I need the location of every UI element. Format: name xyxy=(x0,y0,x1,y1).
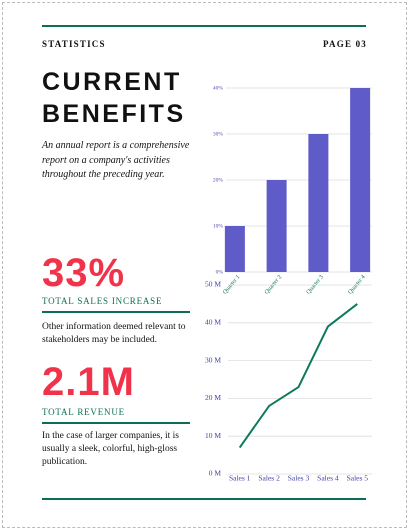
stat-label: TOTAL SALES INCREASE xyxy=(42,296,163,306)
x-tick-label: Sales 1 xyxy=(229,474,251,483)
x-tick-label: Sales 3 xyxy=(288,474,310,483)
stat-text: Other information deemed relevant to sta… xyxy=(42,322,186,345)
stat-value: 33% xyxy=(42,251,126,295)
y-tick-label: 40 M xyxy=(205,318,221,327)
section-label: STATISTICS xyxy=(42,39,106,49)
intro-text: An annual report is a comprehensive repo… xyxy=(42,140,190,180)
y-tick-label: 10 M xyxy=(205,431,221,440)
stat-value: 2.1M xyxy=(42,360,135,404)
x-tick-label: Sales 2 xyxy=(258,474,280,483)
y-tick-label: 10% xyxy=(213,223,224,229)
y-tick-label: 20 M xyxy=(205,393,221,402)
bar xyxy=(224,226,245,272)
title: BENEFITS xyxy=(42,100,186,128)
page-number: PAGE 03 xyxy=(323,39,367,49)
x-tick-label: Sales 5 xyxy=(347,474,369,483)
bar xyxy=(350,88,371,272)
y-tick-label: 0% xyxy=(216,269,224,275)
y-tick-label: 20% xyxy=(213,177,224,183)
y-tick-label: 30% xyxy=(213,131,224,137)
bar xyxy=(308,134,329,272)
y-tick-label: 0 M xyxy=(209,469,222,478)
stat-text: In the case of larger companies, it is u… xyxy=(42,431,179,467)
bar xyxy=(266,180,287,272)
y-tick-label: 30 M xyxy=(205,355,221,364)
title: CURRENT xyxy=(42,68,182,96)
line xyxy=(238,303,358,449)
x-tick-label: Sales 4 xyxy=(317,474,339,483)
y-tick-label: 50 M xyxy=(205,280,221,289)
y-tick-label: 40% xyxy=(213,85,224,91)
stat-label: TOTAL REVENUE xyxy=(42,407,125,417)
